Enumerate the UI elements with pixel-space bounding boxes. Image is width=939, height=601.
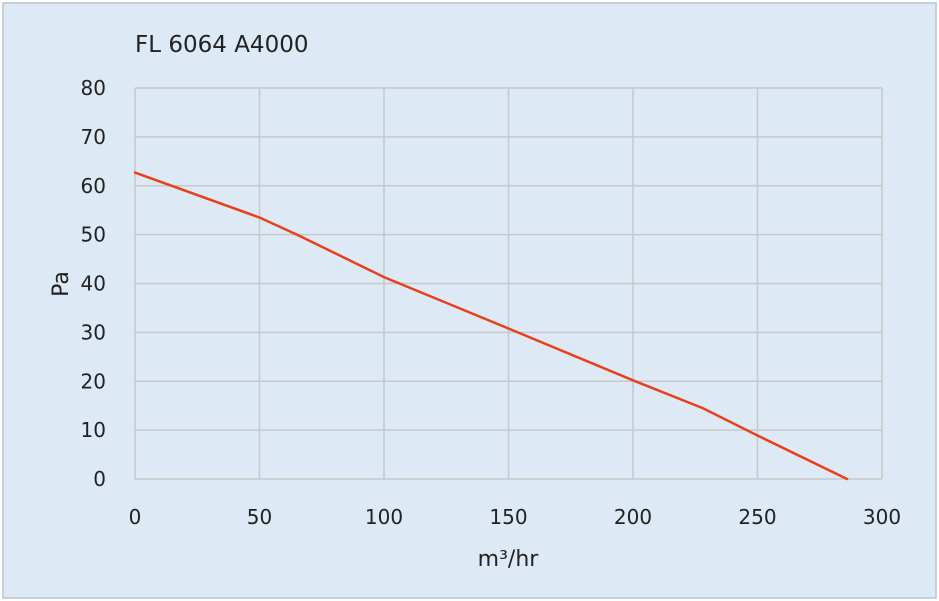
y-axis-label: Pa	[49, 271, 74, 297]
x-tick-label: 50	[247, 505, 272, 529]
y-tick-label: 0	[93, 467, 106, 491]
y-tick-label: 10	[81, 418, 106, 442]
y-tick-label: 70	[81, 125, 106, 149]
x-tick-labels: 0 50 100 150 200 250 300	[129, 505, 901, 529]
y-tick-label: 50	[81, 223, 106, 247]
y-tick-label: 80	[81, 76, 106, 100]
series-layer	[133, 171, 849, 481]
y-tick-label: 40	[81, 272, 106, 296]
x-tick-label: 150	[489, 505, 527, 529]
x-tick-label: 0	[129, 505, 142, 529]
chart-title: FL 6064 A4000	[135, 32, 308, 58]
x-axis-label: m³/hr	[478, 547, 540, 572]
series-line	[133, 171, 849, 481]
y-tick-label: 30	[81, 320, 106, 344]
x-tick-label: 250	[738, 505, 776, 529]
y-tick-labels: 0 10 20 30 40 50 60 70 80	[81, 76, 106, 491]
y-tick-label: 60	[81, 174, 106, 198]
y-tick-label: 20	[81, 369, 106, 393]
x-tick-label: 200	[614, 505, 652, 529]
x-tick-label: 100	[365, 505, 403, 529]
grid-layer	[134, 87, 883, 480]
x-tick-label: 300	[863, 505, 901, 529]
